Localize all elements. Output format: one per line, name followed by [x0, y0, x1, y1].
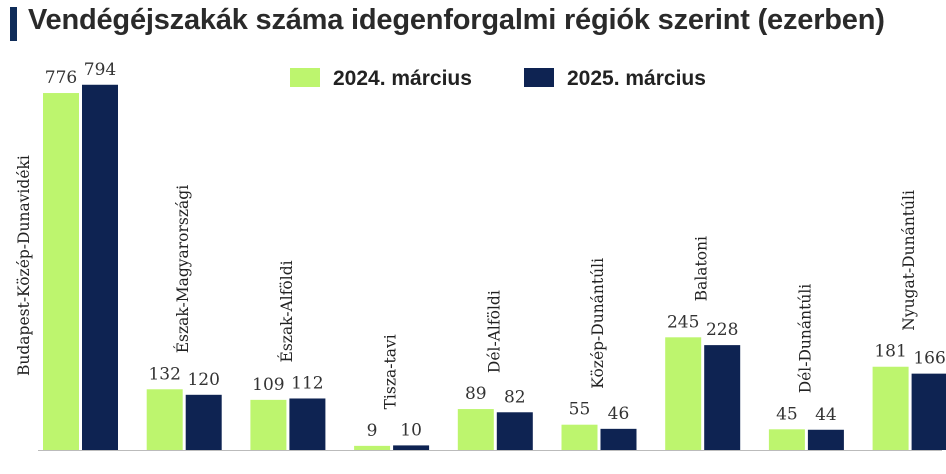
title-area: Vendégéjszakák száma idegenforgalmi régi…: [0, 0, 946, 48]
data-label-2-3: 112: [291, 373, 323, 393]
bar-1-1: [43, 93, 79, 450]
category-label-6: Közép-Dunántúli: [589, 258, 607, 389]
data-label-2-9: 166: [913, 349, 945, 369]
bar-2-3: [289, 398, 326, 450]
title-accent-bar: [10, 7, 17, 41]
data-label-2-7: 228: [706, 320, 738, 340]
bar-2-4: [393, 445, 430, 450]
bar-2-2: [185, 394, 222, 450]
data-label-1-2: 132: [148, 364, 180, 384]
data-label-1-1: 776: [45, 68, 77, 88]
data-label-2-5: 82: [504, 387, 526, 407]
bar-1-5: [457, 409, 494, 450]
data-label-1-3: 109: [252, 375, 284, 395]
bar-2-6: [600, 428, 637, 450]
legend-label-1: 2024. március: [333, 67, 472, 90]
legend-swatch-2: [524, 68, 554, 87]
bar-1-3: [250, 399, 287, 450]
bar-1-7: [665, 337, 702, 450]
data-label-2-1: 794: [84, 60, 116, 80]
category-label-1: Budapest-Közép-Dunavidéki: [15, 155, 33, 376]
category-label-9: Nyugat-Dunántúli: [900, 190, 918, 331]
category-label-8: Dél-Dunántúli: [796, 284, 814, 394]
chart-title: Vendégéjszakák száma idegenforgalmi régi…: [28, 4, 885, 36]
data-label-1-7: 245: [667, 312, 699, 332]
data-label-2-8: 44: [815, 405, 837, 425]
bar-1-8: [768, 429, 805, 450]
data-label-1-9: 181: [874, 342, 906, 362]
data-label-2-6: 46: [608, 404, 630, 424]
category-label-4: Tisza-tavi: [382, 334, 400, 409]
data-label-2-4: 10: [400, 420, 422, 440]
legend-swatch-1: [290, 68, 320, 87]
legend-label-2: 2025. március: [567, 67, 706, 90]
data-label-1-8: 45: [776, 404, 798, 424]
bar-1-9: [872, 366, 909, 450]
bar-1-2: [146, 389, 183, 450]
bar-2-7: [704, 345, 741, 450]
data-label-1-6: 55: [569, 400, 591, 420]
category-label-5: Dél-Alföldi: [485, 290, 503, 373]
bar-2-1: [82, 84, 118, 450]
bar-1-6: [561, 424, 598, 450]
data-label-2-2: 120: [187, 370, 219, 390]
bar-2-5: [496, 412, 533, 450]
category-label-2: Észak-Magyarországi: [174, 185, 192, 353]
bar-2-8: [807, 429, 844, 450]
category-label-3: Észak-Alföldi: [278, 260, 296, 362]
data-label-1-5: 89: [465, 384, 487, 404]
bar-1-4: [354, 445, 391, 450]
bar-2-9: [911, 373, 946, 450]
data-label-1-4: 9: [367, 421, 378, 441]
category-label-7: Balatoni: [693, 236, 711, 301]
